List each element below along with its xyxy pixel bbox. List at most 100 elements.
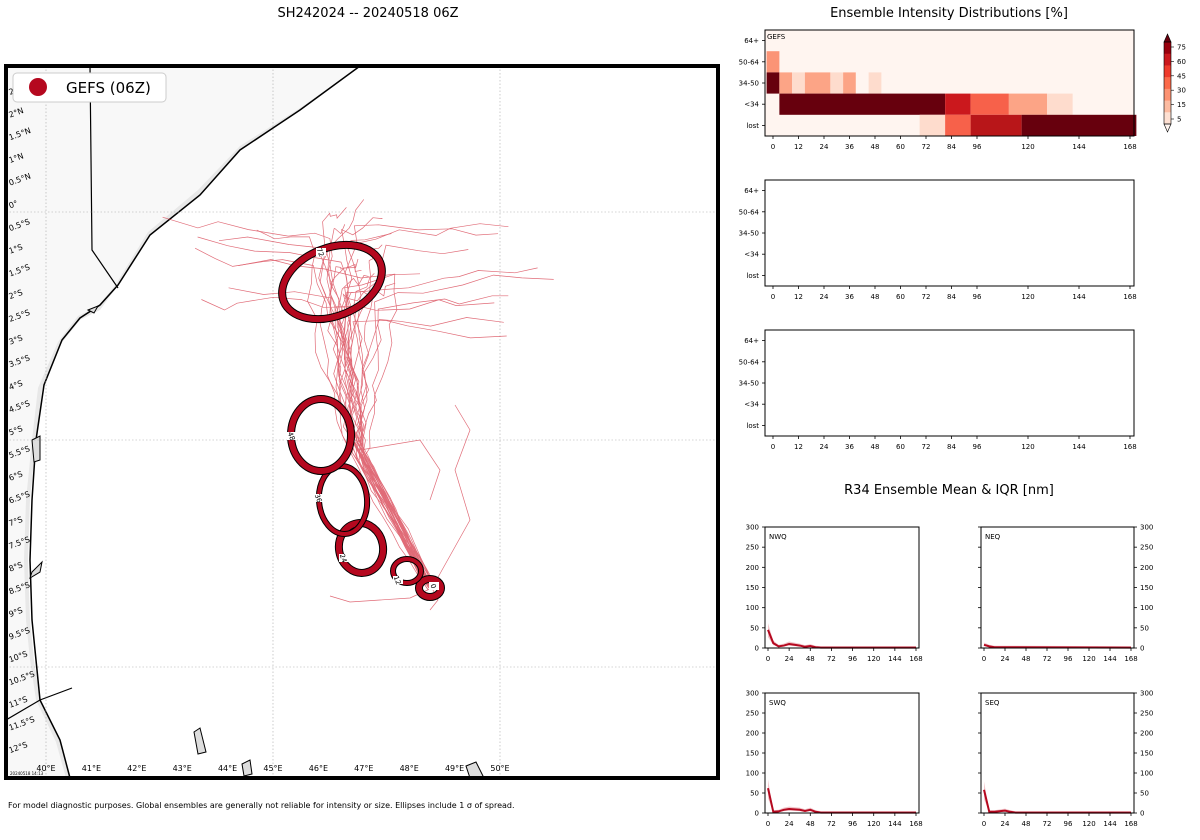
r34-y-tick: 50 [750, 790, 759, 798]
r34-y-tick: 150 [746, 584, 759, 592]
r34-y-tick: 200 [1140, 564, 1153, 572]
ensemble-track [347, 273, 435, 586]
ensemble-track [356, 295, 509, 587]
ellipse-label: 0 [429, 582, 439, 590]
heatmap-cell [945, 114, 971, 136]
r34-x-tick: 0 [982, 655, 986, 663]
forecast-ellipse [334, 519, 388, 577]
lon-label: 44°E [218, 764, 237, 773]
intensity-x-label: 96 [973, 443, 982, 451]
lon-label: 50°E [490, 764, 509, 773]
forecast-ellipse [390, 556, 424, 586]
intensity-x-label: 60 [896, 443, 905, 451]
r34-y-tick: 50 [750, 624, 759, 632]
ensemble-track [201, 296, 435, 590]
intensity-y-label: 34-50 [739, 380, 759, 388]
r34-x-tick: 96 [848, 655, 857, 663]
heatmap-cell [1008, 93, 1048, 115]
ensemble-track [359, 439, 441, 501]
ensemble-track [162, 216, 429, 588]
r34-y-tick: 250 [746, 710, 759, 718]
intensity-x-label: 120 [1021, 293, 1034, 301]
colorbar-tick: 30 [1177, 87, 1186, 95]
r34-x-tick: 72 [827, 655, 836, 663]
ellipse-label: 72 [315, 247, 326, 258]
r34-y-tick: 250 [1140, 710, 1153, 718]
intensity-x-label: 72 [922, 143, 931, 151]
country-border [6, 687, 73, 721]
island [241, 759, 253, 777]
svg-text:12: 12 [392, 575, 403, 586]
r34-y-tick: 200 [746, 564, 759, 572]
intensity-panel-label: GEFS [767, 33, 786, 41]
r34-x-tick: 24 [785, 655, 794, 663]
r34-x-tick: 24 [1001, 655, 1010, 663]
r34-mean-line [767, 787, 916, 814]
island [31, 435, 41, 463]
intensity-x-label: 24 [820, 293, 829, 301]
lon-label: 40°E [36, 764, 55, 773]
lon-label: 49°E [445, 764, 464, 773]
r34-x-tick: 96 [1064, 655, 1073, 663]
r34-x-tick: 168 [909, 820, 922, 828]
map-frame [4, 64, 720, 780]
intensity-y-label: lost [746, 272, 759, 280]
intensity-x-label: 96 [973, 143, 982, 151]
r34-y-tick: 50 [1140, 624, 1149, 632]
heatmap-cell [843, 72, 856, 94]
ensemble-track [343, 267, 538, 587]
ellipse-label: 24 [338, 553, 349, 564]
lon-label: 42°E [127, 764, 146, 773]
r34-x-tick: 0 [766, 655, 770, 663]
r34-x-tick: 72 [1043, 655, 1052, 663]
r34-x-tick: 168 [1124, 820, 1137, 828]
heatmap-cell [945, 93, 971, 115]
r34-y-tick: 150 [1140, 750, 1153, 758]
intensity-x-label: 144 [1072, 293, 1086, 301]
r34-quadrant-label: NEQ [985, 533, 1001, 541]
heatmap-cell [766, 72, 780, 94]
legend-label: GEFS (06Z) [66, 79, 151, 97]
intensity-panel-gefs: GEFS 64+ 50-64 34-50 <34 lost 0 12 24 36 48 60 72 84 9… [739, 29, 1137, 151]
ellipse-label: 48 [286, 431, 297, 442]
r34-y-tick: 0 [755, 645, 759, 653]
r34-x-tick: 48 [806, 820, 815, 828]
ensemble-tracks [162, 199, 554, 611]
r34-x-tick: 120 [1082, 820, 1095, 828]
r34-x-tick: 48 [1022, 820, 1031, 828]
intensity-y-label: 64+ [744, 37, 759, 45]
r34-panel-swq: SWQ 300 250 200 150 100 50 00 24 48 72 96 120 144 168 [746, 690, 923, 829]
intensity-panel-empty-1: 64+ 50-64 34-50 <34 lost 0 12 24 36 48 60 72 84 96 120… [739, 179, 1137, 301]
island [29, 560, 43, 580]
colorbar-tick: 5 [1177, 116, 1181, 124]
ensemble-track [326, 224, 435, 589]
r34-iqr [768, 779, 916, 813]
intensity-x-label: 120 [1021, 143, 1034, 151]
intensity-y-label: <34 [744, 251, 759, 259]
r34-x-tick: 96 [1064, 820, 1073, 828]
intensity-x-label: 60 [896, 293, 905, 301]
forecast-ellipse [415, 575, 445, 601]
heatmap-cell [804, 72, 831, 94]
intensity-x-label: 168 [1123, 443, 1136, 451]
r34-y-tick: 150 [746, 750, 759, 758]
longitude-labels: 40°E 41°E 42°E 43°E 44°E 45°E 46°E 47°E 48°E 49°E… [36, 764, 509, 773]
r34-panel-nwq: NWQ 300 250 200 150 100 50 00 24 48 72 96 120 144 168 [746, 524, 923, 664]
r34-y-tick: 0 [1140, 645, 1144, 653]
heatmap-cell [970, 93, 1009, 115]
r34-title: R34 Ensemble Mean & IQR [nm] [844, 483, 1054, 498]
r34-y-tick: 150 [1140, 584, 1153, 592]
r34-y-tick: 0 [1140, 810, 1144, 818]
intensity-x-label: 60 [896, 143, 905, 151]
r34-y-tick: 100 [746, 770, 759, 778]
heatmap-cell [766, 51, 780, 73]
country-border [89, 66, 119, 289]
intensity-y-label: <34 [744, 101, 759, 109]
r34-x-tick: 168 [1124, 655, 1137, 663]
intensity-y-label: 64+ [744, 337, 759, 345]
r34-x-tick: 72 [827, 820, 836, 828]
r34-x-tick: 120 [1082, 655, 1095, 663]
